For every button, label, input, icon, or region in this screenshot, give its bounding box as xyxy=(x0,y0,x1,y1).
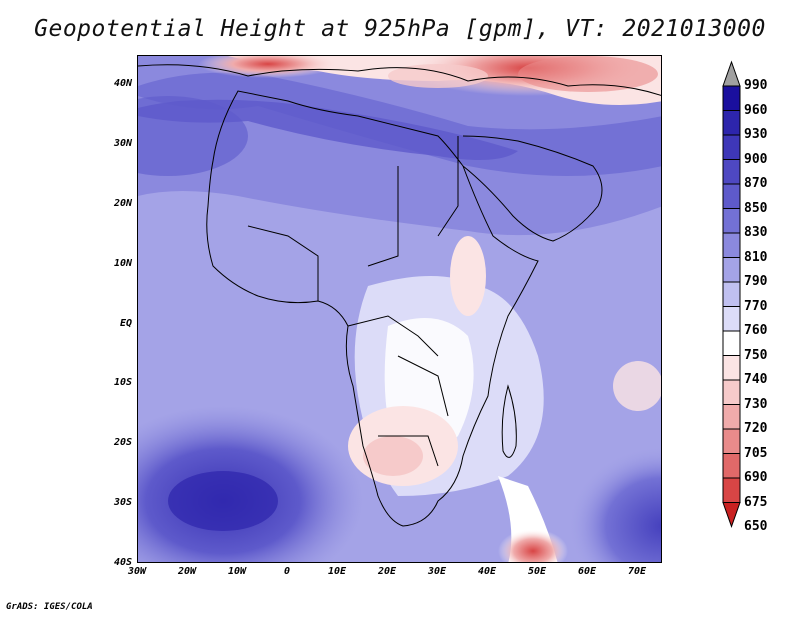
grads-credit: GrADS: IGES/COLA xyxy=(6,602,93,612)
lat-label-20n: 20N xyxy=(113,198,132,209)
colorbar-level-label: 900 xyxy=(744,151,768,167)
colorbar-swatch xyxy=(722,453,741,479)
colorbar-level-label: 690 xyxy=(744,470,768,485)
coastline-outline xyxy=(138,64,661,527)
colorbar-swatch xyxy=(722,428,741,454)
colorbar-swatch xyxy=(722,85,741,111)
lat-label-40n: 40N xyxy=(113,78,132,89)
colorbar-swatch xyxy=(722,306,741,332)
lon-label-60e: 60E xyxy=(577,566,597,577)
map-panel[interactable] xyxy=(137,55,662,563)
lon-label-30e: 30E xyxy=(427,566,447,577)
colorbar-lower-arrow xyxy=(722,502,741,528)
map-title: Geopotential Height at 925hPa [gpm], VT:… xyxy=(34,16,766,42)
colorbar-swatch xyxy=(722,281,741,307)
lon-label-0: 0 xyxy=(283,566,291,577)
colorbar-level-label: 705 xyxy=(744,445,768,461)
lat-label-10n: 10N xyxy=(113,258,132,269)
lat-label-10s: 10S xyxy=(113,377,132,388)
lat-label-20s: 20S xyxy=(113,437,132,448)
colorbar-swatch xyxy=(722,477,741,503)
lat-label-40s: 40S xyxy=(113,557,132,568)
colorbar-swatch xyxy=(722,110,741,136)
colorbar-level-label: 870 xyxy=(744,176,768,191)
colorbar-level-label: 740 xyxy=(744,372,768,387)
lat-label-30n: 30N xyxy=(113,138,132,149)
colorbar-swatch xyxy=(722,159,741,185)
lat-label-eq: EQ xyxy=(119,318,132,329)
lon-label-20e: 20E xyxy=(377,566,397,577)
colorbar-level-label: 960 xyxy=(744,102,768,118)
lon-label-10w: 10W xyxy=(227,566,247,577)
lon-label-10e: 10E xyxy=(327,566,347,577)
colorbar-level-label: 790 xyxy=(744,274,768,289)
lat-label-30s: 30S xyxy=(113,497,132,508)
colorbar-swatch xyxy=(722,257,741,283)
colorbar-level-label: 990 xyxy=(744,78,768,93)
colorbar-swatch xyxy=(722,379,741,405)
colorbar-level-label: 850 xyxy=(744,200,768,216)
colorbar-swatch xyxy=(722,208,741,234)
colorbar-level-label: 930 xyxy=(744,127,768,142)
lon-label-50e: 50E xyxy=(527,566,547,577)
geopotential-map xyxy=(138,56,661,562)
colorbar-swatch xyxy=(722,355,741,381)
colorbar-swatch xyxy=(722,232,741,258)
colorbar-upper-arrow xyxy=(722,60,741,87)
lon-label-30w: 30W xyxy=(127,566,147,577)
lon-label-40e: 40E xyxy=(477,566,497,577)
colorbar-level-label: 810 xyxy=(744,249,768,265)
colorbar-swatch xyxy=(722,183,741,209)
colorbar-level-label: 675 xyxy=(744,494,768,510)
lon-label-70e: 70E xyxy=(627,566,647,577)
colorbar-swatch xyxy=(722,134,741,160)
colorbar-level-label: 760 xyxy=(744,323,768,338)
colorbar-level-label: 770 xyxy=(744,298,768,314)
colorbar-swatch xyxy=(722,404,741,430)
colorbar-swatch xyxy=(722,330,741,356)
colorbar-level-label: 830 xyxy=(744,225,768,240)
lon-label-20w: 20W xyxy=(177,566,197,577)
colorbar-level-label: 650 xyxy=(744,519,768,534)
colorbar-level-label: 750 xyxy=(744,347,768,363)
colorbar-level-label: 730 xyxy=(744,396,768,412)
colorbar-level-label: 720 xyxy=(744,421,768,436)
